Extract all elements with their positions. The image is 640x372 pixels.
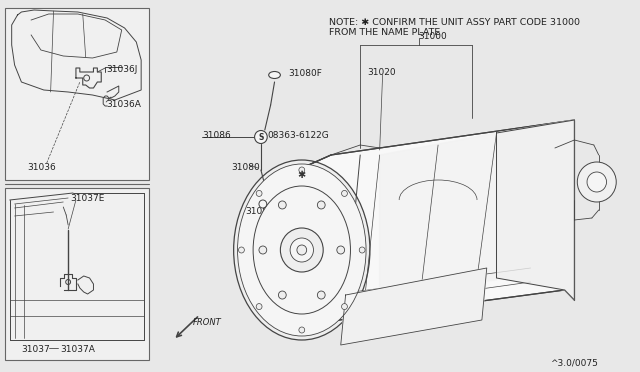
- Text: ✱: ✱: [298, 170, 306, 180]
- Text: NOTE: ✱ CONFIRM THE UNIT ASSY PART CODE 31000: NOTE: ✱ CONFIRM THE UNIT ASSY PART CODE …: [329, 18, 580, 27]
- Circle shape: [342, 304, 348, 310]
- Circle shape: [66, 279, 70, 285]
- Text: 31036J: 31036J: [106, 65, 138, 74]
- Circle shape: [280, 228, 323, 272]
- Circle shape: [317, 201, 325, 209]
- Text: 31036A: 31036A: [106, 100, 141, 109]
- Text: 08363-6122G: 08363-6122G: [268, 131, 330, 140]
- Polygon shape: [380, 133, 497, 295]
- Text: 31086: 31086: [202, 131, 231, 140]
- Polygon shape: [497, 120, 574, 300]
- Text: S: S: [258, 132, 264, 141]
- Ellipse shape: [234, 160, 370, 340]
- Circle shape: [577, 162, 616, 202]
- Bar: [5, 8, 149, 180]
- Circle shape: [290, 238, 314, 262]
- Circle shape: [259, 246, 267, 254]
- Circle shape: [359, 247, 365, 253]
- Text: 31037E: 31037E: [70, 194, 104, 203]
- Circle shape: [256, 190, 262, 196]
- Text: 31084: 31084: [245, 207, 274, 216]
- Circle shape: [337, 246, 344, 254]
- Text: FROM THE NAME PLATE: FROM THE NAME PLATE: [329, 28, 440, 37]
- Text: 31080: 31080: [232, 163, 260, 172]
- Circle shape: [278, 291, 286, 299]
- Polygon shape: [302, 120, 574, 325]
- Text: FRONT: FRONT: [193, 318, 221, 327]
- Circle shape: [342, 190, 348, 196]
- Circle shape: [317, 291, 325, 299]
- Circle shape: [239, 247, 244, 253]
- Text: 31037: 31037: [21, 345, 50, 354]
- Text: 31020: 31020: [367, 68, 396, 77]
- Ellipse shape: [269, 71, 280, 78]
- Ellipse shape: [237, 164, 366, 336]
- Bar: [5, 188, 149, 360]
- Circle shape: [297, 245, 307, 255]
- Ellipse shape: [253, 186, 351, 314]
- Text: 31080F: 31080F: [288, 69, 322, 78]
- Circle shape: [299, 167, 305, 173]
- Text: 31036: 31036: [28, 163, 56, 172]
- Text: 31037A: 31037A: [60, 345, 95, 354]
- Circle shape: [84, 75, 90, 81]
- Circle shape: [259, 200, 267, 208]
- Circle shape: [587, 172, 607, 192]
- Text: 31000: 31000: [419, 32, 447, 41]
- Polygon shape: [340, 268, 487, 345]
- Text: ^3.0/0075: ^3.0/0075: [550, 358, 598, 367]
- Circle shape: [256, 304, 262, 310]
- Circle shape: [255, 131, 268, 144]
- Circle shape: [278, 201, 286, 209]
- Circle shape: [299, 327, 305, 333]
